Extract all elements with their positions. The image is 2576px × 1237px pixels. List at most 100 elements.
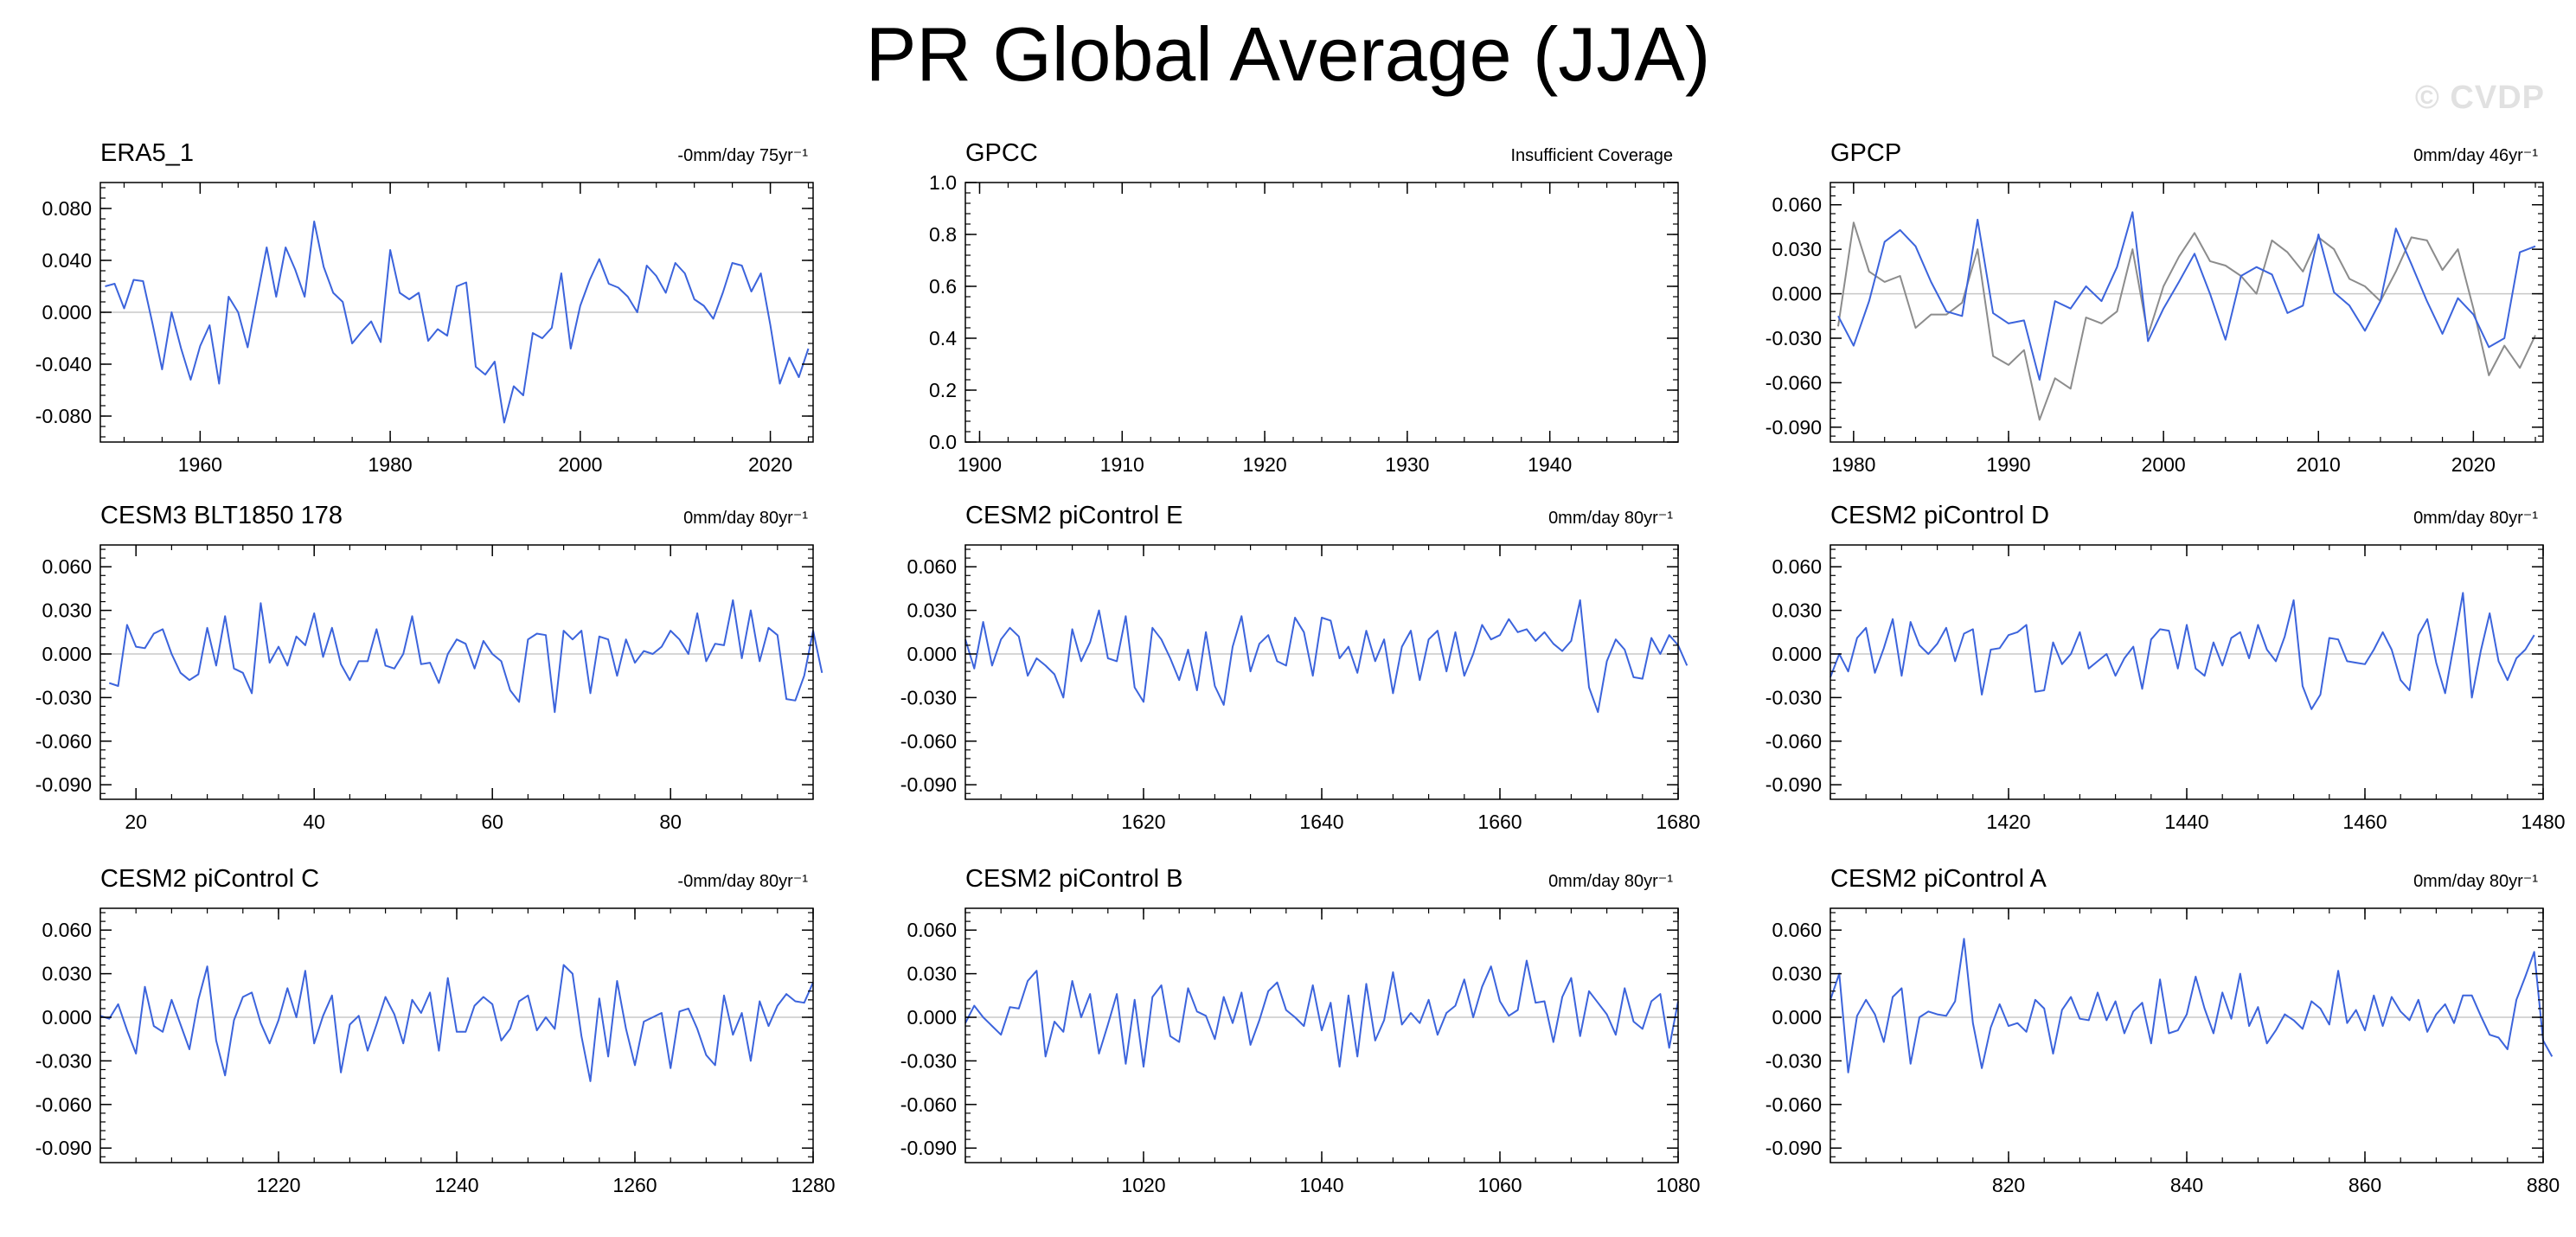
panel-7: CESM2 piControl C -0mm/day 80yr⁻¹ -0.090 -0… <box>35 865 836 1196</box>
x-tick-label: 1640 <box>1299 811 1343 833</box>
x-tick-label: 1040 <box>1299 1174 1343 1196</box>
y-tick-label: 0.0 <box>929 431 957 453</box>
y-tick-label: 0.2 <box>929 379 957 401</box>
x-tick-label: 2000 <box>558 453 602 476</box>
x-tick-label: 1060 <box>1477 1174 1522 1196</box>
trend-label: 0mm/day 80yr⁻¹ <box>1548 872 1673 891</box>
y-tick-label: -0.030 <box>1765 327 1822 349</box>
y-tick-label: -0.030 <box>1765 686 1822 708</box>
plot-frame <box>1829 544 2544 800</box>
y-tick-label: 1.0 <box>929 171 957 194</box>
series-line <box>99 964 814 1082</box>
panel-title: CESM3 BLT1850 178 <box>100 502 343 529</box>
trend-label: Insufficient Coverage <box>1510 146 1673 165</box>
plot-frame <box>99 907 814 1163</box>
y-tick-label: -0.030 <box>900 1049 957 1072</box>
x-tick-label: 20 <box>125 811 147 833</box>
y-tick-label: 0.060 <box>42 555 92 578</box>
y-tick-label: -0.090 <box>1765 1137 1822 1159</box>
series-line <box>1829 592 2535 710</box>
series-line <box>964 959 1679 1068</box>
panel-5: CESM2 piControl E 0mm/day 80yr⁻¹ -0.090 -0.… <box>900 502 1701 833</box>
series-line <box>964 599 1688 714</box>
plot-frame <box>99 544 814 800</box>
x-tick-label: 2000 <box>2142 453 2186 476</box>
y-tick-label: 0.8 <box>929 223 957 246</box>
y-tick-label: 0.030 <box>1772 599 1822 622</box>
y-tick-label: 0.060 <box>1772 919 1822 941</box>
y-tick-label: -0.090 <box>900 773 957 796</box>
plot-frame <box>1829 182 2544 443</box>
y-tick-label: 0.060 <box>1772 555 1822 578</box>
x-tick-label: 40 <box>303 811 325 833</box>
panel-3: GPCP 0mm/day 46yr⁻¹ -0.090 -0.060 -0.030 0.00… <box>1765 139 2544 476</box>
x-tick-label: 1020 <box>1121 1174 1165 1196</box>
y-tick-label: -0.060 <box>1765 1093 1822 1116</box>
y-tick-label: 0.030 <box>907 599 957 622</box>
y-tick-label: 0.030 <box>1772 963 1822 985</box>
plot-frame <box>1829 907 2544 1163</box>
panel-title: CESM2 piControl A <box>1830 865 2047 893</box>
panel-title: CESM2 piControl B <box>965 865 1182 893</box>
y-tick-label: 0.000 <box>907 643 957 665</box>
x-tick-label: 1220 <box>256 1174 300 1196</box>
y-tick-label: 0.000 <box>42 1006 92 1029</box>
x-tick-label: 1940 <box>1528 453 1572 476</box>
x-tick-label: 1280 <box>791 1174 835 1196</box>
y-tick-label: 0.060 <box>42 919 92 941</box>
x-tick-label: 2020 <box>2451 453 2496 476</box>
y-tick-label: 0.000 <box>42 301 92 324</box>
series-line <box>105 221 810 424</box>
y-tick-label: -0.060 <box>900 730 957 753</box>
y-tick-label: -0.060 <box>900 1093 957 1116</box>
x-tick-label: 2020 <box>748 453 792 476</box>
y-tick-label: 0.000 <box>1772 283 1822 305</box>
y-tick-label: 0.000 <box>1772 643 1822 665</box>
x-tick-label: 820 <box>1992 1174 2025 1196</box>
trend-label: 0mm/day 80yr⁻¹ <box>1548 509 1673 528</box>
x-tick-label: 1980 <box>368 453 413 476</box>
panel-title: CESM2 piControl E <box>965 502 1182 529</box>
x-tick-label: 1440 <box>2164 811 2208 833</box>
page-title: PR Global Average (JJA) <box>865 11 1711 97</box>
panel-1: ERA5_1 -0mm/day 75yr⁻¹ -0.080 -0.040 0.000 0.… <box>35 139 814 476</box>
y-tick-label: -0.060 <box>1765 371 1822 394</box>
series-line <box>1837 221 2536 421</box>
x-tick-label: 1980 <box>1831 453 1875 476</box>
watermark: © CVDP <box>2414 80 2545 116</box>
panel-4: CESM3 BLT1850 178 0mm/day 80yr⁻¹ -0.090 -0.… <box>35 502 823 833</box>
y-tick-label: 0.030 <box>42 963 92 985</box>
x-tick-label: 1680 <box>1656 811 1700 833</box>
y-tick-label: -0.030 <box>1765 1049 1822 1072</box>
x-tick-label: 1910 <box>1100 453 1144 476</box>
y-tick-label: 0.080 <box>42 197 92 220</box>
panel-title: GPCP <box>1830 139 1901 167</box>
x-tick-label: 80 <box>659 811 682 833</box>
trend-label: -0mm/day 75yr⁻¹ <box>677 146 808 165</box>
x-tick-label: 1260 <box>612 1174 657 1196</box>
x-tick-label: 1080 <box>1656 1174 1700 1196</box>
panel-9: CESM2 piControl A 0mm/day 80yr⁻¹ -0.090 -0.… <box>1765 865 2560 1196</box>
y-tick-label: -0.090 <box>1765 773 1822 796</box>
x-tick-label: 1960 <box>178 453 222 476</box>
x-tick-label: 1240 <box>434 1174 478 1196</box>
x-tick-label: 1930 <box>1385 453 1429 476</box>
panel-title: ERA5_1 <box>100 139 194 167</box>
x-tick-label: 1900 <box>958 453 1002 476</box>
panel-6: CESM2 piControl D 0mm/day 80yr⁻¹ -0.090 -0.… <box>1765 502 2566 833</box>
x-tick-label: 1660 <box>1477 811 1522 833</box>
y-tick-label: -0.040 <box>35 353 92 375</box>
plot-frame <box>964 907 1679 1163</box>
y-tick-label: 0.060 <box>907 555 957 578</box>
plot-frame <box>964 544 1679 800</box>
y-tick-label: -0.090 <box>900 1137 957 1159</box>
x-tick-label: 60 <box>481 811 503 833</box>
panel-title: CESM2 piControl D <box>1830 502 2049 529</box>
series-line <box>1829 938 2554 1074</box>
y-tick-label: 0.000 <box>1772 1006 1822 1029</box>
x-tick-label: 860 <box>2349 1174 2381 1196</box>
y-tick-label: 0.4 <box>929 327 957 349</box>
y-tick-label: -0.060 <box>35 730 92 753</box>
trend-label: 0mm/day 80yr⁻¹ <box>2413 509 2538 528</box>
